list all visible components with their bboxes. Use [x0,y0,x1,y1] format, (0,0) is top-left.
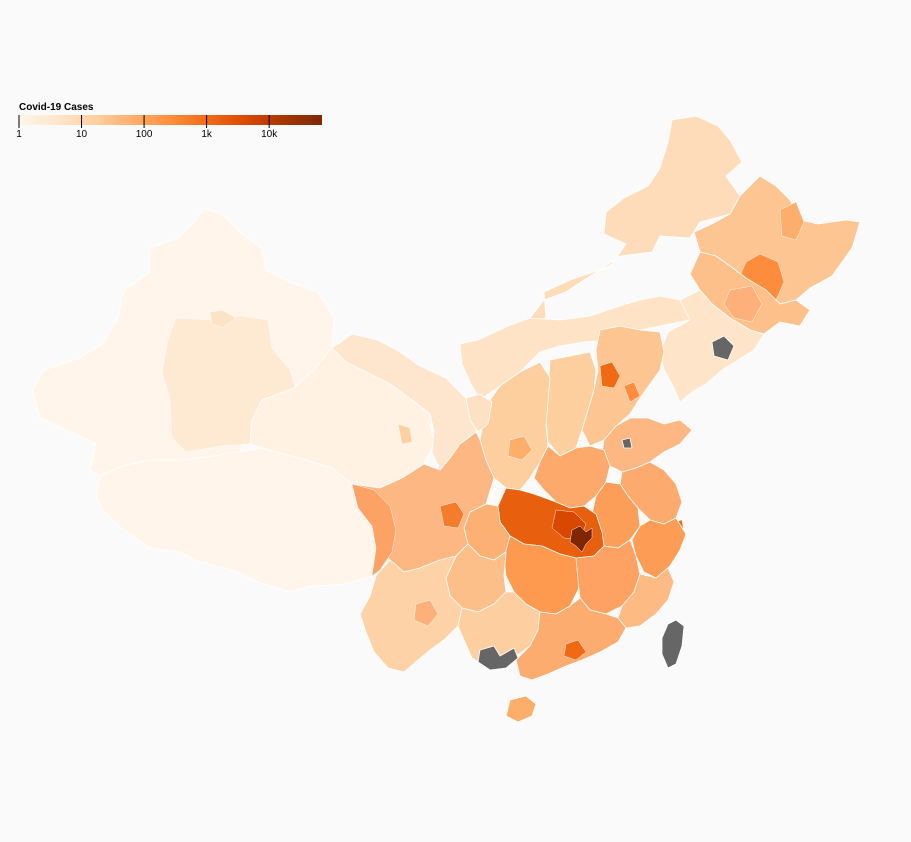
legend-tick-label: 1k [201,129,213,140]
region-yunnan[interactable] [359,555,463,673]
region-beijing[interactable] [599,361,621,389]
region-gansu-lanzhou[interactable] [397,423,413,445]
legend-tick-label: 10 [76,129,88,140]
region-xinjiang-north[interactable] [209,309,237,329]
region-zhejiang[interactable] [631,517,687,579]
region-yunnan-kunming[interactable] [413,599,439,627]
region-ningxia[interactable] [465,393,493,433]
region-shandong[interactable] [601,417,693,473]
region-wuhan[interactable] [569,525,593,553]
region-heilongjiang-east[interactable] [779,201,805,241]
legend-color-ramp [19,115,322,125]
region-dalian-no-data[interactable] [711,335,735,361]
region-guangzhou[interactable] [563,639,587,661]
region-jinan-no-data[interactable] [621,437,633,449]
region-inner-mongolia-west[interactable] [459,295,691,401]
region-tianjin[interactable] [623,381,641,403]
region-sichuan-ganzi[interactable] [351,483,397,577]
regions [31,115,861,723]
legend-tick-label: 10k [261,129,278,140]
legend-tick-label: 1 [16,129,22,140]
region-chengdu[interactable] [439,501,465,529]
region-shaanxi[interactable] [479,361,551,491]
region-inner-mongolia[interactable] [459,115,743,345]
region-taiwan-no-data[interactable] [661,619,685,669]
legend-tick-label: 100 [136,129,153,140]
legend-title: Covid-19 Cases [19,102,94,113]
legend: Covid-19 Cases 1 10 100 1k 10k [16,102,322,140]
region-hainan[interactable] [505,695,537,723]
region-shaanxi-xian[interactable] [507,435,533,461]
region-jilin-changchun[interactable] [723,285,763,323]
legend-axis: 1 10 100 1k 10k [16,115,278,140]
region-guangdong[interactable] [515,597,627,681]
